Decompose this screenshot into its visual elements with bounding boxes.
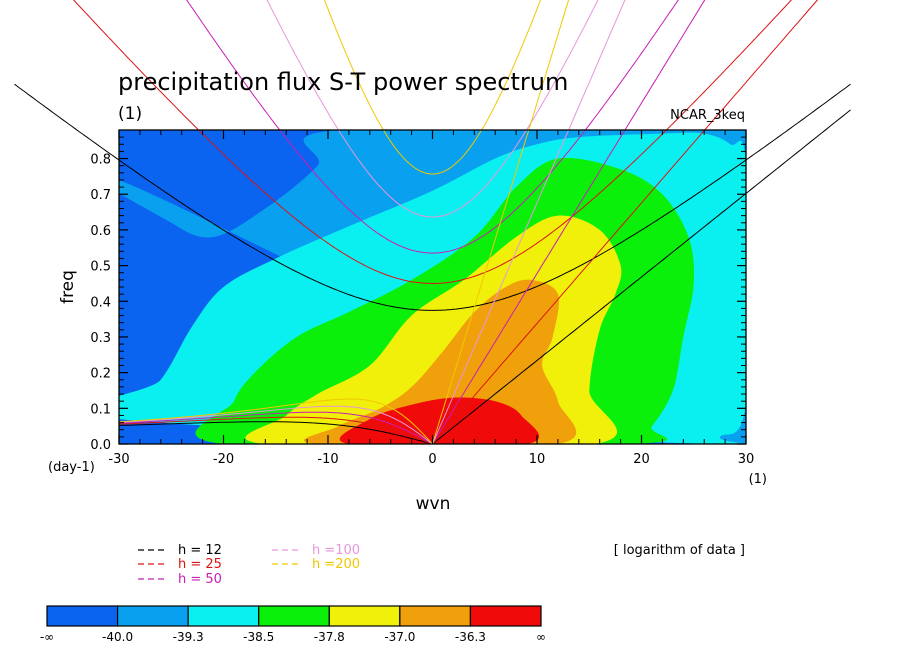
dispersion-ig-h50 [186, 0, 679, 254]
x-tick-label: -20 [213, 452, 234, 467]
x-tick-label: -10 [317, 452, 338, 467]
y-tick-label: 0.5 [90, 260, 111, 275]
colorbar-label: ∞ [536, 630, 546, 644]
dispersion-kelvin-h12 [432, 109, 851, 445]
colorbar-label: -39.3 [173, 630, 204, 644]
y-unit-label: (day-1) [48, 460, 95, 475]
legend-label: h = 25 [178, 557, 222, 572]
dispersion-ig-h12 [14, 83, 851, 311]
legend-label: h =100 [312, 543, 360, 558]
colorbar-swatch [116, 605, 189, 627]
dispersion-rossby-h100 [118, 405, 433, 445]
y-tick-label: 0.8 [90, 153, 111, 168]
chart-subtitle-left: (1) [118, 104, 142, 124]
dispersion-rossby-h50 [118, 411, 433, 445]
x-tick-labels: -30 -20 -10 0 10 20 30 [108, 452, 754, 467]
dispersion-kelvin-h200 [432, 0, 570, 445]
dispersion-kelvin-h25 [432, 0, 819, 445]
colorbar-swatch [187, 605, 260, 627]
x-tick-label: 20 [633, 452, 650, 467]
y-tick-labels: 0.0 0.1 0.2 0.3 0.4 0.5 0.6 0.7 0.8 [90, 153, 111, 453]
colorbar-label: -36.3 [455, 630, 486, 644]
dispersion-ig-h200 [323, 0, 542, 175]
contour-fill [119, 130, 746, 444]
dispersion-kelvin-h50 [432, 0, 706, 445]
shade-note: [ logarithm of data ] [614, 543, 745, 558]
x-tick-label: 10 [529, 452, 546, 467]
colorbar-label: -38.5 [243, 630, 274, 644]
y-tick-label: 0.1 [90, 402, 111, 417]
colorbar-label: -∞ [40, 630, 54, 644]
colorbar-swatch [469, 605, 542, 627]
y-axis-label: freq [58, 270, 78, 304]
dispersion-kelvin-h100 [432, 0, 626, 445]
y-tick-label: 0.2 [90, 367, 111, 382]
dispersion-rossby-h25 [118, 416, 433, 445]
chart-subtitle-right: NCAR_3keq [670, 108, 745, 123]
dispersion-rossby-h12 [118, 421, 433, 445]
x-tick-label: 30 [738, 452, 755, 467]
legend-label: h = 12 [178, 543, 222, 558]
dispersion-rossby-h200 [118, 398, 433, 445]
colorbar-swatch [399, 605, 472, 627]
y-tick-label: 0.0 [90, 438, 111, 453]
colorbar-label: -40.0 [102, 630, 133, 644]
dispersion-ig-h25 [72, 0, 793, 285]
colorbar: -∞ -40.0 -39.3 -38.5 -37.8 -37.0 -36.3 ∞ [40, 605, 546, 644]
dispersion-ig-h100 [266, 0, 599, 218]
x-unit-label: (1) [749, 472, 767, 487]
x-tick-label: 0 [428, 452, 436, 467]
colorbar-swatch [258, 605, 330, 627]
x-tick-label: -30 [108, 452, 129, 467]
x-axis-label: wvn [416, 494, 451, 514]
colorbar-label: -37.0 [384, 630, 415, 644]
legend-label: h =200 [312, 557, 360, 572]
legend-label: h = 50 [178, 572, 222, 587]
y-tick-label: 0.6 [90, 224, 111, 239]
chart-title: precipitation flux S-T power spectrum [118, 68, 568, 96]
colorbar-swatch [46, 605, 119, 627]
axis-ticks [118, 129, 747, 445]
y-tick-label: 0.3 [90, 331, 111, 346]
dispersion-curves [14, 0, 851, 445]
colorbar-label: -37.8 [314, 630, 345, 644]
y-tick-label: 0.4 [90, 295, 111, 310]
colorbar-swatch [328, 605, 401, 627]
y-tick-label: 0.7 [90, 188, 111, 203]
